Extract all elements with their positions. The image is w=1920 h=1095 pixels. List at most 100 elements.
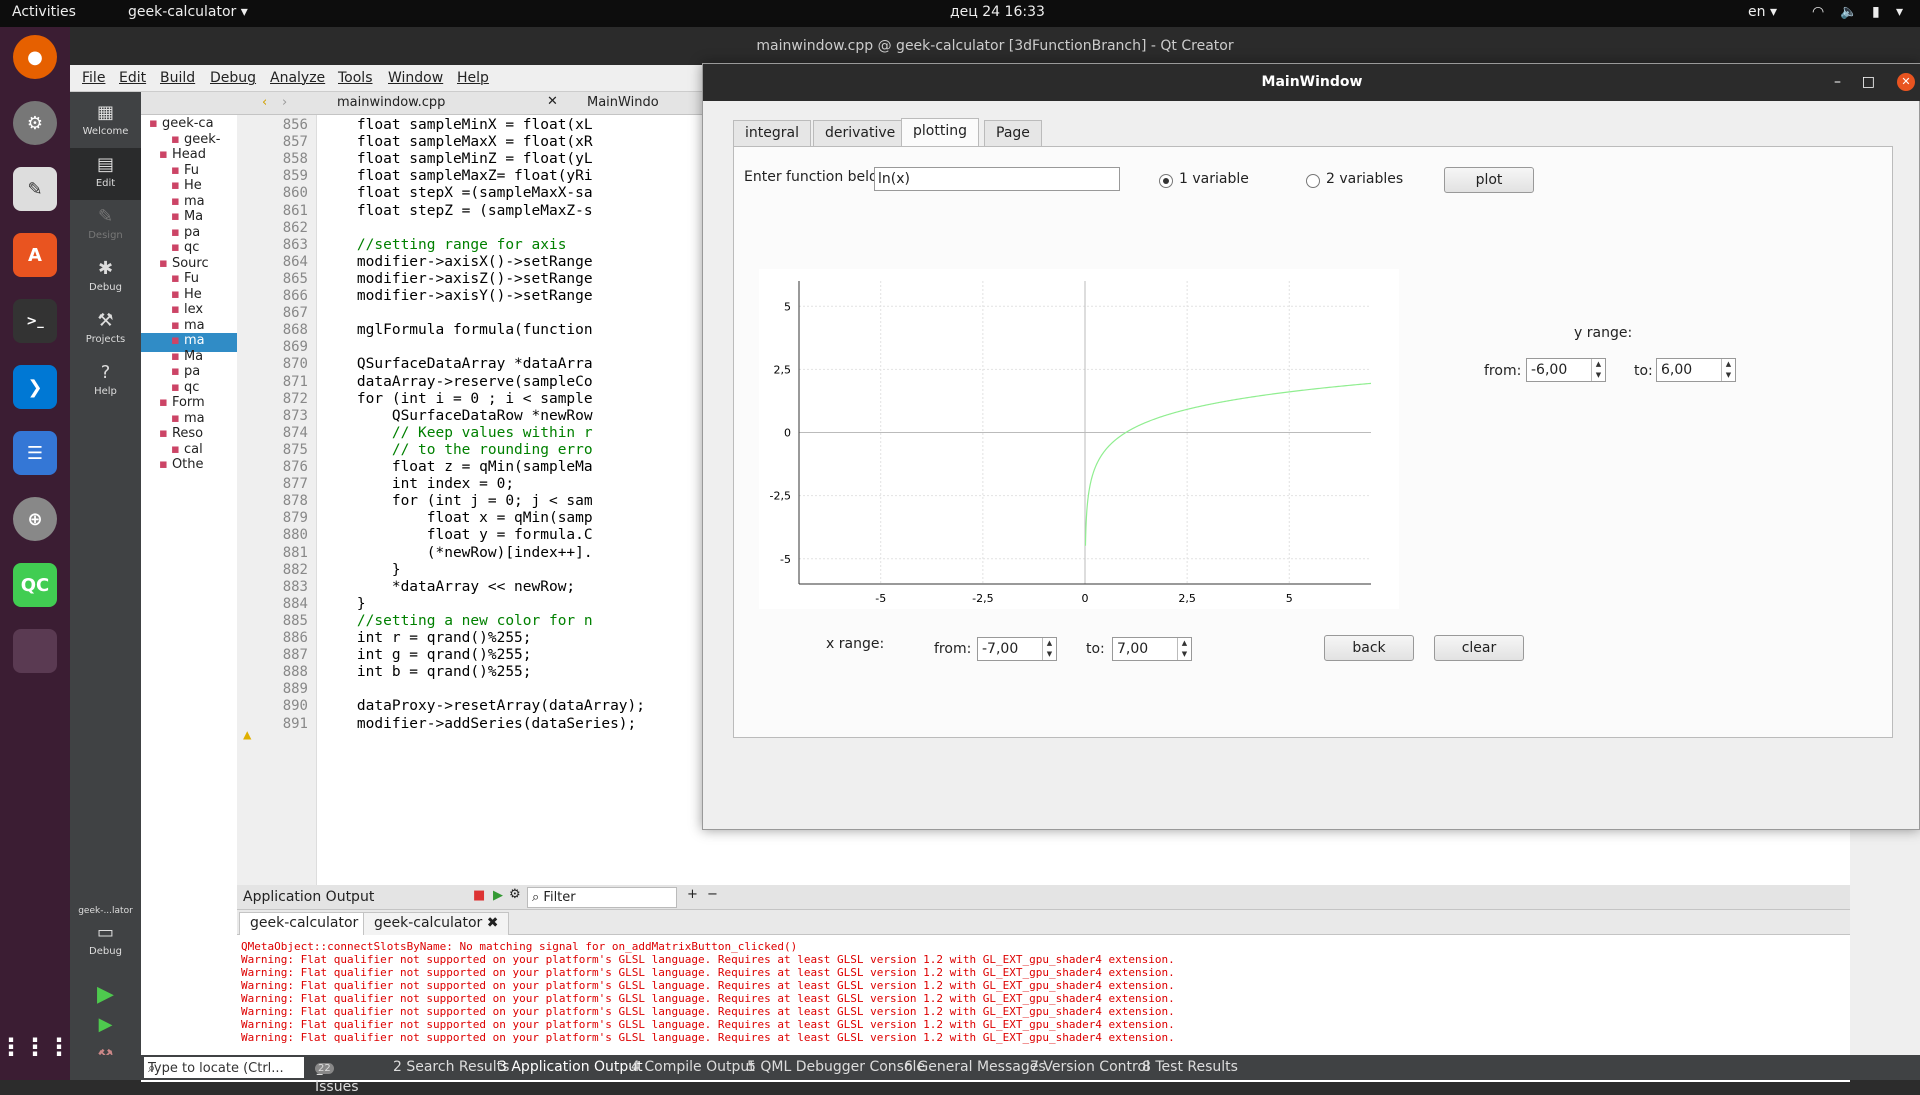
code-line[interactable]: modifier->axisZ()->setRange	[322, 270, 593, 287]
function-input[interactable]: ln(x)	[874, 167, 1120, 191]
menu-window[interactable]: Window	[388, 70, 444, 86]
stop-icon[interactable]: ■	[473, 888, 486, 903]
close-window-icon[interactable]: ✕	[1897, 73, 1915, 91]
code-line[interactable]: // Keep values within r	[322, 424, 593, 441]
menu-debug[interactable]: Debug	[210, 70, 257, 86]
back-button[interactable]: back	[1324, 635, 1414, 661]
tree-item[interactable]: ▪ ma	[171, 318, 205, 337]
kit-selector[interactable]: geek-...lator ▭ Debug	[70, 902, 141, 972]
show-apps-icon[interactable]: ⋮⋮⋮	[0, 1033, 71, 1061]
vscode-icon[interactable]: ❯	[13, 365, 57, 409]
radio-1-variable[interactable]	[1159, 174, 1173, 188]
wifi-icon[interactable]: ◠	[1812, 4, 1825, 20]
tab-integral[interactable]: integral	[733, 120, 811, 146]
tree-item[interactable]: ▪ Form	[159, 395, 205, 414]
code-line[interactable]: dataProxy->resetArray(dataArray);	[322, 698, 646, 715]
status-general-messages[interactable]: 6 General Messages	[904, 1059, 1046, 1075]
tab-page[interactable]: Page	[984, 120, 1042, 146]
mode-projects[interactable]: ⚒ Projects	[70, 304, 141, 356]
close-tab-icon[interactable]: ✖	[486, 915, 499, 931]
file-tab-second[interactable]: MainWindo	[587, 95, 659, 110]
power-menu-icon[interactable]: ▾	[1896, 4, 1904, 20]
code-line[interactable]: modifier->axisX()->setRange	[322, 253, 593, 270]
software-center-icon[interactable]: A	[13, 233, 57, 277]
volume-icon[interactable]: 🔈	[1840, 4, 1858, 20]
code-line[interactable]: }	[322, 561, 401, 578]
tree-item[interactable]: ▪ Fu	[171, 163, 199, 182]
code-line[interactable]: float sampleMaxX = float(xR	[322, 134, 593, 151]
tree-item[interactable]: ▪ Reso	[159, 426, 203, 445]
code-line[interactable]: int b = qrand()%255;	[322, 664, 532, 681]
help-icon[interactable]: ⊕	[13, 497, 57, 541]
tree-item[interactable]: ▪ cal	[171, 442, 203, 461]
running-app-icon[interactable]	[13, 629, 57, 673]
tree-item[interactable]: ▪ Sourc	[159, 256, 209, 275]
app-menu[interactable]: geek-calculator ▾	[128, 4, 248, 20]
debug-run-icon[interactable]: ▶	[98, 1014, 113, 1035]
menu-tools[interactable]: Tools	[338, 70, 373, 86]
file-manager-icon[interactable]: ☰	[13, 431, 57, 475]
tree-item[interactable]: ▪ qc	[171, 380, 199, 399]
spin-arrows-icon[interactable]: ▲ ▼	[1177, 638, 1191, 660]
rerun-icon[interactable]: ▶	[493, 888, 503, 903]
y-from-spinbox[interactable]: -6,00 ▲ ▼	[1526, 358, 1606, 382]
code-line[interactable]: mglFormula formula(function	[322, 322, 593, 339]
text-editor-icon[interactable]: ✎	[13, 167, 57, 211]
code-line[interactable]: float y = formula.C	[322, 527, 593, 544]
mode-edit[interactable]: ▤ Edit	[70, 148, 141, 200]
menu-analyze[interactable]: Analyze	[270, 70, 326, 86]
code-line[interactable]: float sampleMinZ = float(yL	[322, 151, 593, 168]
plot-button[interactable]: plot	[1444, 167, 1534, 193]
x-to-spinbox[interactable]: 7,00 ▲ ▼	[1112, 637, 1192, 661]
code-line[interactable]: float x = qMin(samp	[322, 510, 593, 527]
output-filter-input[interactable]: ⌕ Filter	[527, 887, 677, 908]
clock[interactable]: дец 24 16:33	[950, 4, 1045, 20]
file-tab-current[interactable]: mainwindow.cpp	[337, 95, 445, 110]
tree-item[interactable]: ▪ He	[171, 287, 202, 306]
code-line[interactable]: QSurfaceDataArray *dataArra	[322, 356, 593, 373]
nav-forward-icon[interactable]: ›	[282, 95, 288, 110]
code-line[interactable]: for (int j = 0; j < sam	[322, 493, 593, 510]
status-search-results[interactable]: 2 Search Results	[393, 1059, 510, 1075]
tree-item[interactable]: ▪ qc	[171, 240, 199, 259]
code-line[interactable]: for (int i = 0 ; i < sample	[322, 390, 593, 407]
maximize-icon[interactable]: □	[1861, 74, 1875, 90]
radio-2-variables-label[interactable]: 2 variables	[1326, 171, 1404, 187]
terminal-icon[interactable]: >_	[13, 299, 57, 343]
mode-debug[interactable]: ✱ Debug	[70, 252, 141, 304]
code-line[interactable]: float sampleMinX = float(xL	[322, 117, 593, 133]
status-application-output[interactable]: 3 Application Output	[498, 1059, 643, 1075]
tree-item[interactable]: ▪ ma	[171, 411, 205, 430]
code-line[interactable]: }	[322, 595, 366, 612]
activities-button[interactable]: Activities	[12, 4, 76, 20]
firefox-icon[interactable]: ●	[13, 35, 57, 79]
settings-gear-icon[interactable]: ⚙	[13, 101, 57, 145]
x-from-spinbox[interactable]: -7,00 ▲ ▼	[977, 637, 1057, 661]
radio-2-variables[interactable]	[1306, 174, 1320, 188]
tree-item[interactable]: ▪ geek-ca	[149, 116, 214, 135]
tree-item[interactable]: ▪ pa	[171, 225, 200, 244]
tree-item[interactable]: ▪ He	[171, 178, 202, 197]
tree-item[interactable]: ▪ ma	[171, 194, 205, 213]
code-line[interactable]: float z = qMin(sampleMa	[322, 459, 593, 475]
add-icon[interactable]: +	[687, 887, 698, 902]
clear-button[interactable]: clear	[1434, 635, 1524, 661]
mode-welcome[interactable]: ▦ Welcome	[70, 96, 141, 148]
code-line[interactable]: float stepZ = (sampleMaxZ-s	[322, 202, 593, 219]
y-to-spinbox[interactable]: 6,00 ▲ ▼	[1656, 358, 1736, 382]
code-line[interactable]: float sampleMaxZ= float(yRi	[322, 168, 593, 185]
tree-item[interactable]: ▪ Head	[159, 147, 206, 166]
mode-design[interactable]: ✎ Design	[70, 200, 141, 252]
mode-help[interactable]: ? Help	[70, 356, 141, 408]
tree-item[interactable]: ▪ Othe	[159, 457, 204, 476]
tree-item[interactable]: ▪ geek-	[171, 132, 220, 151]
minus-icon[interactable]: −	[707, 887, 718, 902]
status-qml-debugger[interactable]: 5 QML Debugger Console	[747, 1059, 926, 1075]
code-line[interactable]: dataArray->reserve(sampleCo	[322, 373, 593, 390]
spin-arrows-icon[interactable]: ▲ ▼	[1591, 359, 1605, 381]
tree-item[interactable]: ▪ Ma	[171, 209, 203, 228]
tab-plotting[interactable]: plotting	[901, 118, 979, 147]
status-test-results[interactable]: 8 Test Results	[1142, 1059, 1238, 1075]
code-line[interactable]: modifier->addSeries(dataSeries);	[322, 715, 637, 732]
radio-1-variable-label[interactable]: 1 variable	[1179, 171, 1249, 187]
